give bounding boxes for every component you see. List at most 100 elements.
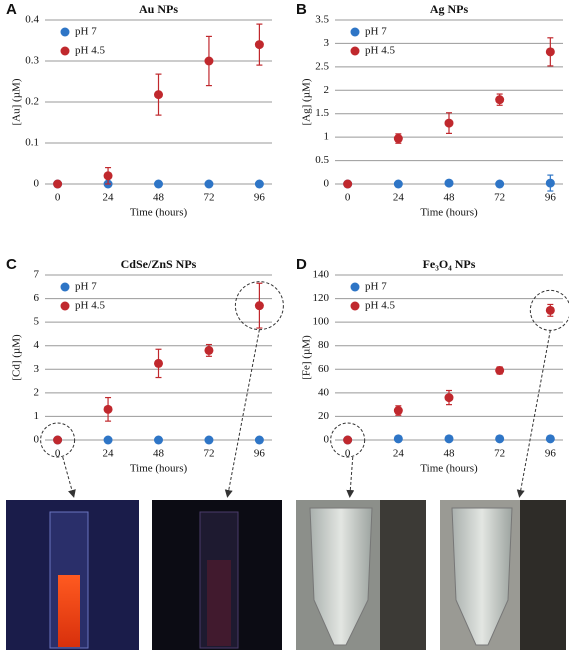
y-tick-label: 7: [34, 269, 40, 281]
point: [545, 47, 555, 57]
y-tick-label: 0: [34, 434, 40, 446]
x-tick-label: 0: [55, 192, 61, 204]
point: [495, 434, 505, 444]
point: [254, 435, 264, 445]
y-tick-label: 2: [324, 84, 330, 96]
y-tick-label: 3: [34, 363, 40, 375]
y-tick-label: 1: [324, 131, 330, 143]
point: [495, 95, 505, 105]
x-tick-label: 24: [393, 448, 405, 460]
point: [103, 404, 113, 414]
callout-arrow: [516, 330, 551, 498]
point: [254, 40, 264, 50]
point: [444, 118, 454, 128]
legend-marker: [60, 46, 70, 56]
point: [154, 90, 163, 100]
legend-label: pH 4.5: [365, 45, 395, 57]
legend-label: pH 7: [75, 281, 97, 293]
photo-cd-96h: [152, 500, 282, 650]
callout-arrow: [224, 329, 260, 498]
point: [103, 435, 113, 445]
legend-marker: [60, 27, 70, 37]
x-tick-label: 48: [153, 192, 165, 204]
y-tick-label: 0.3: [25, 55, 39, 67]
y-axis-label: [Ag] (µM): [301, 78, 313, 125]
point: [204, 435, 214, 445]
point: [204, 179, 214, 189]
callout-arrow: [346, 456, 355, 498]
y-tick-label: 3.5: [315, 14, 329, 26]
x-tick-label: 0: [55, 448, 61, 460]
x-axis-label: Time (hours): [130, 207, 188, 219]
x-tick-label: 48: [153, 448, 165, 460]
legend-marker: [350, 282, 360, 292]
y-tick-label: 80: [318, 339, 330, 351]
point: [393, 179, 403, 189]
point: [254, 301, 264, 311]
y-tick-label: 1.5: [315, 107, 329, 119]
y-tick-label: 2: [34, 386, 40, 398]
point: [444, 393, 454, 403]
y-tick-label: 0.2: [25, 96, 39, 108]
legend-marker: [350, 46, 360, 56]
y-tick-label: 0: [324, 434, 330, 446]
legend-label: pH 7: [75, 26, 97, 38]
y-axis-label: [Au] (µM): [11, 78, 23, 125]
y-tick-label: 3: [324, 37, 330, 49]
point: [393, 434, 403, 444]
y-tick-label: 100: [313, 316, 330, 328]
x-tick-label: 96: [254, 448, 266, 460]
y-axis-label: [Cd] (µM): [11, 334, 23, 381]
y-tick-label: 0: [324, 178, 330, 190]
chart-title: CdSe/ZnS NPs: [121, 257, 197, 271]
x-tick-label: 48: [444, 192, 456, 204]
x-tick-label: 96: [545, 448, 557, 460]
point: [204, 345, 214, 355]
y-tick-label: 120: [313, 292, 330, 304]
y-tick-label: 5: [34, 316, 40, 328]
y-axis-label: [Fe] (µM): [301, 335, 313, 380]
legend-label: pH 4.5: [75, 45, 105, 57]
point: [495, 365, 505, 375]
x-tick-label: 0: [345, 448, 351, 460]
x-tick-label: 24: [103, 448, 115, 460]
callout-arrow: [62, 456, 76, 498]
y-tick-label: 0.4: [25, 14, 39, 26]
point: [545, 178, 555, 188]
x-tick-label: 24: [103, 192, 115, 204]
point: [343, 435, 353, 445]
legend-label: pH 4.5: [75, 300, 105, 312]
x-tick-label: 48: [444, 448, 456, 460]
legend-label: pH 4.5: [365, 300, 395, 312]
y-tick-label: 6: [34, 292, 40, 304]
point: [154, 179, 163, 189]
point: [204, 56, 214, 66]
callout-circle: [330, 422, 366, 458]
point: [545, 434, 555, 444]
panel-label: B: [296, 1, 307, 18]
panel-label: A: [6, 1, 17, 18]
panel-label: D: [296, 256, 307, 273]
chart-title: Au NPs: [139, 2, 178, 16]
x-tick-label: 24: [393, 192, 405, 204]
y-tick-label: 4: [34, 339, 40, 351]
y-tick-label: 20: [318, 410, 330, 422]
y-tick-label: 0: [34, 178, 40, 190]
legend-marker: [350, 301, 360, 311]
x-tick-label: 72: [203, 448, 214, 460]
y-tick-label: 140: [313, 269, 330, 281]
photo-fe-0h: [296, 500, 426, 650]
photo-cd-0h: [6, 500, 139, 650]
point: [444, 434, 454, 444]
callout-circle: [40, 422, 76, 458]
y-tick-label: 0.5: [315, 154, 329, 166]
y-tick-label: 60: [318, 363, 330, 375]
y-tick-label: 0.1: [25, 137, 39, 149]
point: [103, 171, 113, 181]
legend-marker: [350, 27, 360, 37]
y-tick-label: 1: [34, 410, 40, 422]
point: [393, 134, 403, 144]
chart-title: Ag NPs: [430, 2, 469, 16]
point: [545, 305, 555, 315]
